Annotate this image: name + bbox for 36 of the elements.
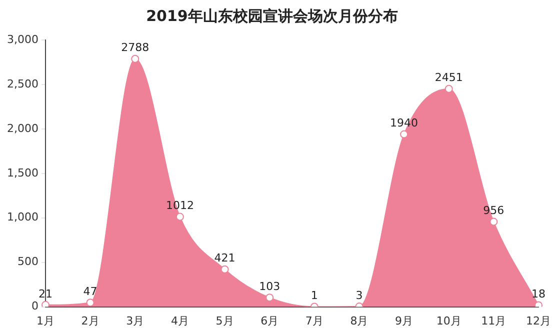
x-tick-label: 11月 [481, 314, 506, 328]
y-tick-label: 2,000 [6, 122, 38, 135]
point [266, 294, 274, 302]
point [444, 84, 453, 93]
data-label: 103 [259, 280, 280, 293]
data-label: 2451 [434, 71, 463, 84]
data-label: 2788 [121, 41, 150, 54]
y-tick-label: 2,500 [6, 77, 38, 90]
x-tick-label: 8月 [350, 314, 368, 328]
x-tick-label: 6月 [260, 314, 279, 328]
x-tick-label: 10月 [436, 314, 462, 328]
y-tick-label: 500 [17, 255, 38, 268]
x-tick-label: 12月 [526, 314, 551, 328]
x-tick-label: 1月 [36, 314, 54, 328]
point [86, 298, 94, 307]
point [176, 212, 184, 221]
x-tick-label: 2月 [81, 314, 100, 328]
x-tick-label: 3月 [126, 314, 144, 328]
data-label: 18 [532, 288, 546, 301]
x-tick-label: 7月 [305, 314, 324, 328]
point [490, 218, 498, 226]
x-tick-label: 4月 [170, 314, 189, 328]
point [220, 265, 229, 274]
y-tick-label: 3,000 [6, 32, 38, 46]
data-label: 421 [214, 252, 236, 265]
y-tick-label: 1,500 [6, 166, 38, 180]
x-tick-label: 9月 [395, 314, 414, 328]
y-tick-label: 1,000 [6, 210, 38, 224]
data-label: 3 [356, 288, 363, 302]
point [534, 301, 542, 307]
x-tick-label: 5月 [216, 314, 234, 328]
y-tick-label: 0 [31, 300, 38, 313]
point [131, 54, 140, 63]
point [41, 300, 50, 307]
data-label: 1 [310, 289, 318, 302]
chart-title: 2019年山东校园宣讲会场次月份分布 [146, 6, 398, 25]
